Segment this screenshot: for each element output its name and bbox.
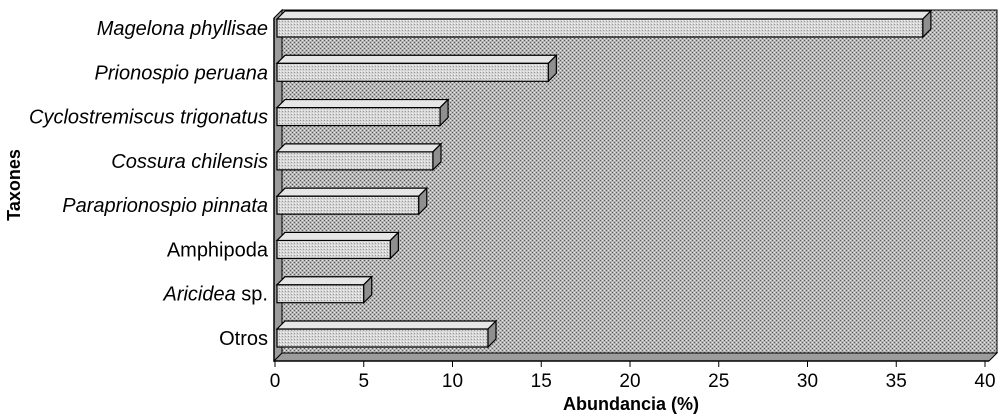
bar-7: [275, 319, 498, 349]
bar-6: [275, 275, 374, 305]
bar-front: [276, 239, 391, 260]
category-label-text: Paraprionospio pinnata: [62, 195, 268, 217]
category-label: Cyclostremiscus trigonatus: [29, 107, 268, 129]
bar-top: [275, 10, 933, 20]
category-label-text: Prionospio peruana: [95, 62, 268, 84]
bar-front: [276, 328, 489, 348]
category-label: Prionospio peruana: [95, 62, 268, 84]
category-label-text: Aricidea: [162, 284, 235, 306]
bar-4: [275, 186, 429, 216]
bar-top: [275, 54, 558, 64]
x-tick-label: 15: [531, 371, 552, 392]
category-label-text: Otros: [219, 328, 268, 350]
x-axis-title: Abundancia (%): [563, 394, 699, 414]
bar-front: [276, 195, 420, 215]
bar-5: [275, 230, 400, 260]
y-axis-title: Taxones: [4, 149, 24, 221]
bar-side: [922, 9, 932, 39]
bar-front: [276, 18, 924, 38]
category-label: Otros: [219, 328, 268, 350]
category-label: Amphipoda: [167, 239, 269, 261]
bar-front: [276, 284, 365, 304]
x-tick-label: 5: [358, 371, 369, 392]
x-tick-label: 40: [974, 371, 995, 392]
bar-top: [275, 320, 498, 330]
category-label-text: Cyclostremiscus trigonatus: [29, 107, 268, 129]
bar-side: [547, 53, 557, 83]
x-axis-ticks: 0 5 10 15 20 25 30 35 40: [270, 361, 996, 392]
bar-3: [275, 142, 443, 172]
bar-0: [275, 9, 933, 39]
category-label-suffix: sp.: [236, 284, 268, 306]
x-tick-label: 10: [442, 371, 463, 392]
bar-side: [487, 319, 497, 349]
bar-1: [275, 53, 558, 83]
bar-side: [432, 142, 442, 172]
bar-side: [439, 98, 449, 128]
x-tick-label: 35: [886, 371, 907, 392]
category-label: Paraprionospio pinnata: [62, 195, 268, 217]
category-label-text: Cossura chilensis: [111, 151, 268, 173]
bar-2: [275, 98, 450, 128]
x-tick-label: 20: [619, 371, 640, 392]
category-label: Aricidea sp.: [162, 284, 268, 306]
category-label-text: Magelona phyllisae: [97, 18, 268, 40]
bar-top: [275, 276, 374, 286]
bar-top: [275, 187, 429, 197]
plot-area: [272, 8, 999, 363]
category-label: Magelona phyllisae: [97, 18, 268, 40]
x-tick-label: 25: [708, 371, 729, 392]
x-tick-label: 30: [797, 371, 818, 392]
category-label-text: Amphipoda: [167, 239, 269, 261]
bar-front: [276, 151, 434, 171]
plot-floor: [272, 352, 999, 362]
bar-side: [389, 230, 399, 260]
bar-top: [275, 143, 443, 153]
category-label: Cossura chilensis: [111, 151, 268, 173]
bar-front: [276, 62, 549, 82]
bar-front: [276, 106, 441, 127]
bar-side: [418, 186, 428, 216]
bar-top: [275, 231, 400, 242]
bar-side: [363, 275, 373, 305]
bars-group: [275, 9, 933, 349]
bar-top: [275, 98, 450, 109]
category-labels: Magelona phyllisae Prionospio peruana Cycl…: [29, 18, 269, 350]
x-tick-label: 0: [270, 371, 281, 392]
